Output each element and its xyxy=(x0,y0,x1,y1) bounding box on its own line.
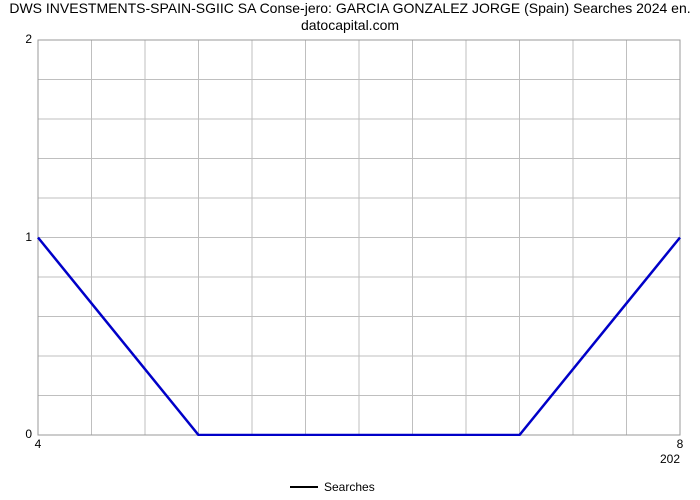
x-tick-label-right: 8 xyxy=(677,437,684,451)
legend-swatch xyxy=(290,486,318,488)
y-tick-label-1: 1 xyxy=(2,230,32,244)
right-annotation: 202 xyxy=(660,453,680,466)
chart-plot xyxy=(37,39,681,436)
chart-title-line2: datocapital.com xyxy=(301,17,399,33)
y-tick-label-2: 2 xyxy=(2,32,32,46)
x-tick-label-left: 4 xyxy=(35,437,42,451)
chart-title: DWS INVESTMENTS-SPAIN-SGIIC SA Conse-jer… xyxy=(0,0,700,34)
legend-label: Searches xyxy=(324,480,375,494)
y-tick-label-0: 0 xyxy=(2,427,32,441)
legend: Searches xyxy=(290,480,375,494)
chart-container: DWS INVESTMENTS-SPAIN-SGIIC SA Conse-jer… xyxy=(0,0,700,500)
chart-title-line1: DWS INVESTMENTS-SPAIN-SGIIC SA Conse-jer… xyxy=(9,0,690,16)
